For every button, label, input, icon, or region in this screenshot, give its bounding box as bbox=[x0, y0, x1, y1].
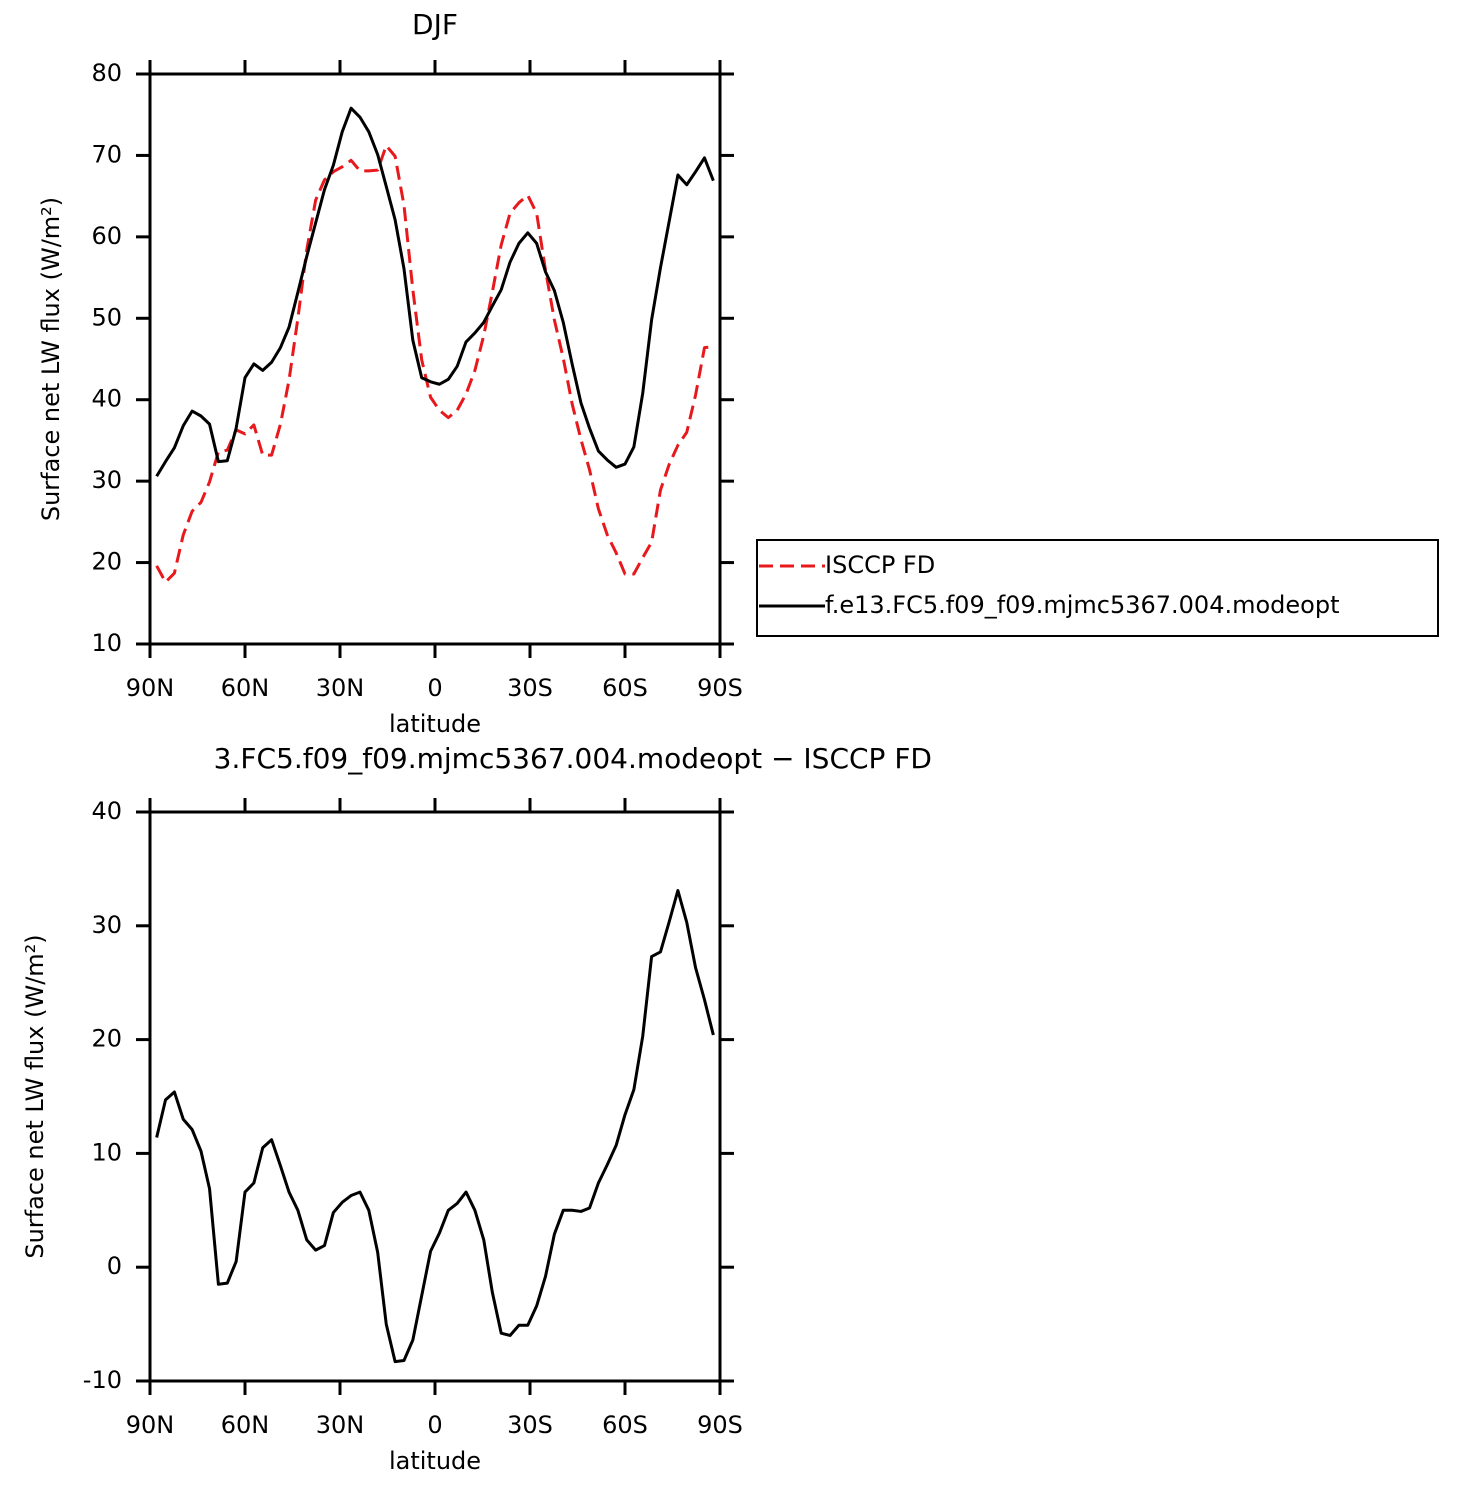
series-line bbox=[155, 106, 715, 478]
legend-label: f.e13.FC5.f09_f09.mjmc5367.004.modeopt bbox=[825, 591, 1340, 619]
plot-frame bbox=[148, 72, 722, 646]
y-tick-label: 20 bbox=[91, 1025, 122, 1053]
y-tick-label: 0 bbox=[107, 1252, 122, 1280]
x-tick-label: 60N bbox=[221, 1411, 270, 1439]
y-axis-label: Surface net LW flux (W/m²) bbox=[37, 197, 65, 521]
y-tick-label: 40 bbox=[91, 797, 122, 825]
legend-label: ISCCP FD bbox=[825, 551, 935, 579]
y-tick-label: 40 bbox=[91, 385, 122, 413]
x-tick-label: 90S bbox=[697, 1411, 743, 1439]
chart-title: DJF bbox=[412, 8, 458, 41]
legend-box bbox=[756, 539, 1439, 637]
x-tick-label: 90N bbox=[126, 674, 175, 702]
y-tick-label: 10 bbox=[91, 629, 122, 657]
x-tick-label: 60S bbox=[602, 1411, 648, 1439]
y-tick-label: 80 bbox=[91, 59, 122, 87]
x-tick-label: 60S bbox=[602, 674, 648, 702]
y-tick-label: 60 bbox=[91, 222, 122, 250]
x-tick-label: 30S bbox=[507, 1411, 553, 1439]
y-tick-label: 30 bbox=[91, 911, 122, 939]
y-tick-label: 20 bbox=[91, 548, 122, 576]
x-axis-label: latitude bbox=[389, 710, 481, 738]
x-tick-label: 60N bbox=[221, 674, 270, 702]
y-tick-label: 10 bbox=[91, 1138, 122, 1166]
x-tick-label: 90N bbox=[126, 1411, 175, 1439]
series-line bbox=[155, 144, 714, 584]
y-tick-label: 70 bbox=[91, 140, 122, 168]
series-line bbox=[155, 889, 715, 1364]
x-tick-label: 90S bbox=[697, 674, 743, 702]
x-tick-label: 30N bbox=[316, 674, 365, 702]
chart-title: 3.FC5.f09_f09.mjmc5367.004.modeopt − ISC… bbox=[214, 742, 932, 775]
y-tick-label: 50 bbox=[91, 303, 122, 331]
x-axis-label: latitude bbox=[389, 1447, 481, 1475]
x-tick-label: 0 bbox=[427, 1411, 442, 1439]
y-tick-label: -10 bbox=[83, 1366, 122, 1394]
x-tick-label: 30N bbox=[316, 1411, 365, 1439]
y-axis-label: Surface net LW flux (W/m²) bbox=[21, 934, 49, 1258]
x-tick-label: 0 bbox=[427, 674, 442, 702]
plot-frame bbox=[148, 810, 722, 1383]
x-tick-label: 30S bbox=[507, 674, 553, 702]
y-tick-label: 30 bbox=[91, 466, 122, 494]
